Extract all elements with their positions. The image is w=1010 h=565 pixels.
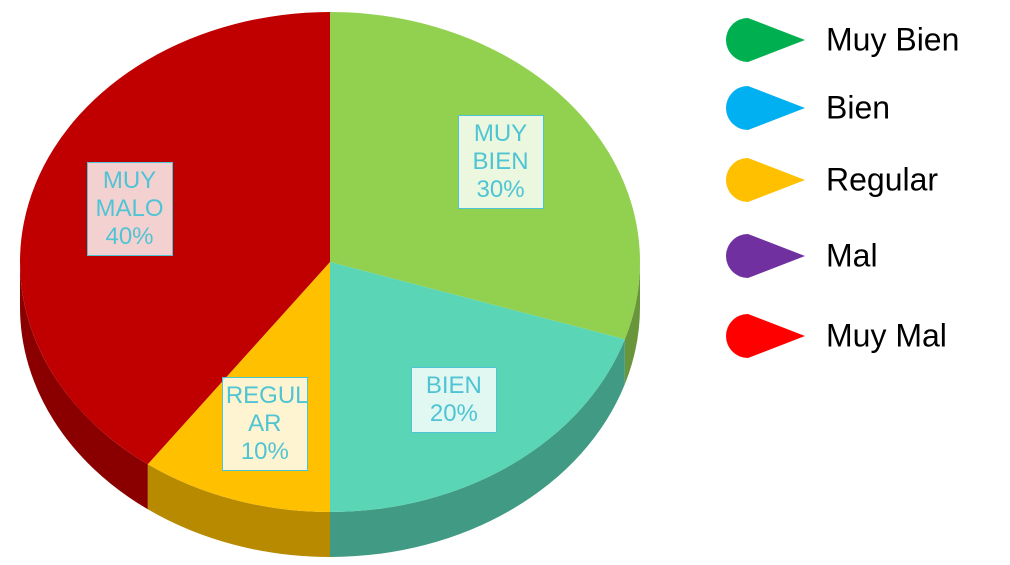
- data-label: BIEN 20%: [410, 366, 497, 433]
- legend-label: Mal: [826, 237, 878, 273]
- legend-label: Regular: [826, 161, 938, 197]
- legend-marker: [726, 18, 805, 62]
- slice-side: [624, 262, 640, 385]
- legend-marker: [726, 234, 805, 278]
- legend-marker: [726, 86, 805, 130]
- data-label: MUY BIEN 30%: [457, 115, 544, 210]
- slice: [19, 12, 330, 465]
- legend-marker: [725, 158, 805, 203]
- legend-label: Muy Bien: [826, 21, 959, 57]
- data-label: REGUL AR 10%: [221, 376, 309, 471]
- legend-label: Muy Mal: [826, 317, 947, 353]
- slice-side: [330, 339, 625, 557]
- legend-marker: [726, 314, 805, 358]
- data-label: MUY MALO 40%: [86, 162, 173, 257]
- slice-side: [147, 464, 330, 557]
- legend-label: Bien: [826, 89, 890, 125]
- slice-side: [20, 262, 148, 510]
